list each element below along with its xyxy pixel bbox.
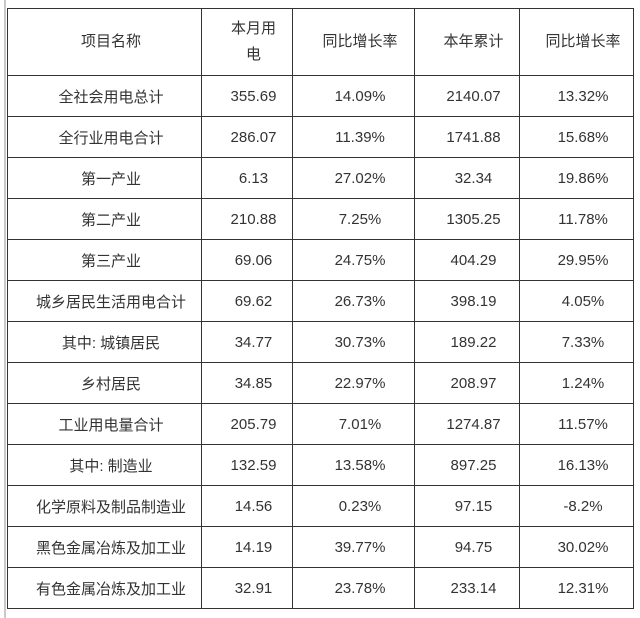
table-cell-value: 897.25 bbox=[414, 444, 520, 486]
table-row: 其中: 制造业 132.59 13.58% 897.25 16.13% bbox=[7, 444, 634, 486]
table-cell-item-name: 全社会用电总计 bbox=[7, 75, 202, 117]
table-cell-value: 14.19 bbox=[201, 526, 293, 568]
header-cell-month-usage: 本月用电 bbox=[201, 8, 293, 76]
table-row: 有色金属冶炼及加工业 32.91 23.78% 233.14 12.31% bbox=[7, 567, 634, 609]
table-cell-item-name: 其中: 制造业 bbox=[7, 444, 202, 486]
table-cell-value: 11.39% bbox=[292, 116, 415, 158]
table-cell-item-name: 全行业用电合计 bbox=[7, 116, 202, 158]
table-cell-item-name: 工业用电量合计 bbox=[7, 403, 202, 445]
table-cell-value: 2140.07 bbox=[414, 75, 520, 117]
table-cell-value: 398.19 bbox=[414, 280, 520, 322]
table-cell-value: 97.15 bbox=[414, 485, 520, 527]
table-cell-value: 15.68% bbox=[519, 116, 634, 158]
table-header-row: 项目名称 本月用电 同比增长率 本年累计 同比增长率 bbox=[7, 8, 634, 76]
table-cell-value: 208.97 bbox=[414, 362, 520, 404]
table-cell-value: 16.13% bbox=[519, 444, 634, 486]
table-row: 全社会用电总计 355.69 14.09% 2140.07 13.32% bbox=[7, 75, 634, 117]
table-row: 乡村居民 34.85 22.97% 208.97 1.24% bbox=[7, 362, 634, 404]
header-cell-yoy-growth-ytd: 同比增长率 bbox=[519, 8, 634, 76]
table-row: 第一产业 6.13 27.02% 32.34 19.86% bbox=[7, 157, 634, 199]
table-cell-value: -8.2% bbox=[519, 485, 634, 527]
table-cell-value: 0.23% bbox=[292, 485, 415, 527]
header-cell-ytd-total: 本年累计 bbox=[414, 8, 520, 76]
table-cell-value: 69.06 bbox=[201, 239, 293, 281]
table-cell-item-name: 第三产业 bbox=[7, 239, 202, 281]
table-cell-value: 189.22 bbox=[414, 321, 520, 363]
table-cell-item-name: 城乡居民生活用电合计 bbox=[7, 280, 202, 322]
table-cell-value: 132.59 bbox=[201, 444, 293, 486]
table-cell-value: 205.79 bbox=[201, 403, 293, 445]
table-cell-value: 24.75% bbox=[292, 239, 415, 281]
table-cell-item-name: 乡村居民 bbox=[7, 362, 202, 404]
table-row: 工业用电量合计 205.79 7.01% 1274.87 11.57% bbox=[7, 403, 634, 445]
header-cell-yoy-growth-month: 同比增长率 bbox=[292, 8, 415, 76]
table-cell-value: 12.31% bbox=[519, 567, 634, 609]
table-cell-item-name: 其中: 城镇居民 bbox=[7, 321, 202, 363]
table-row: 黑色金属冶炼及加工业 14.19 39.77% 94.75 30.02% bbox=[7, 526, 634, 568]
table-cell-value: 13.58% bbox=[292, 444, 415, 486]
table-cell-value: 7.25% bbox=[292, 198, 415, 240]
left-margin-rule bbox=[4, 0, 6, 618]
table-cell-value: 7.01% bbox=[292, 403, 415, 445]
table-cell-item-name: 有色金属冶炼及加工业 bbox=[7, 567, 202, 609]
table-cell-value: 27.02% bbox=[292, 157, 415, 199]
header-cell-item-name: 项目名称 bbox=[7, 8, 202, 76]
table-cell-value: 32.91 bbox=[201, 567, 293, 609]
table-cell-value: 34.77 bbox=[201, 321, 293, 363]
table-cell-value: 355.69 bbox=[201, 75, 293, 117]
table-cell-value: 7.33% bbox=[519, 321, 634, 363]
table-cell-value: 29.95% bbox=[519, 239, 634, 281]
table-cell-value: 4.05% bbox=[519, 280, 634, 322]
table-cell-item-name: 黑色金属冶炼及加工业 bbox=[7, 526, 202, 568]
table-cell-value: 94.75 bbox=[414, 526, 520, 568]
table-cell-value: 11.57% bbox=[519, 403, 634, 445]
table-row: 化学原料及制品制造业 14.56 0.23% 97.15 -8.2% bbox=[7, 485, 634, 527]
table-cell-value: 22.97% bbox=[292, 362, 415, 404]
table-cell-item-name: 第一产业 bbox=[7, 157, 202, 199]
table-row: 全行业用电合计 286.07 11.39% 1741.88 15.68% bbox=[7, 116, 634, 158]
table-cell-value: 26.73% bbox=[292, 280, 415, 322]
table-cell-value: 11.78% bbox=[519, 198, 634, 240]
header-cell-month-usage-label: 本月用电 bbox=[230, 20, 276, 63]
table-cell-value: 23.78% bbox=[292, 567, 415, 609]
table-cell-value: 69.62 bbox=[201, 280, 293, 322]
table-cell-value: 14.09% bbox=[292, 75, 415, 117]
table-cell-value: 30.73% bbox=[292, 321, 415, 363]
table-row: 城乡居民生活用电合计 69.62 26.73% 398.19 4.05% bbox=[7, 280, 634, 322]
table-cell-value: 1741.88 bbox=[414, 116, 520, 158]
table-cell-value: 13.32% bbox=[519, 75, 634, 117]
table-cell-value: 1305.25 bbox=[414, 198, 520, 240]
table-body: 全社会用电总计 355.69 14.09% 2140.07 13.32% 全行业用电合计 2… bbox=[7, 75, 634, 609]
table-cell-value: 14.56 bbox=[201, 485, 293, 527]
table-cell-value: 210.88 bbox=[201, 198, 293, 240]
table-cell-item-name: 化学原料及制品制造业 bbox=[7, 485, 202, 527]
table-cell-value: 286.07 bbox=[201, 116, 293, 158]
table-cell-value: 1274.87 bbox=[414, 403, 520, 445]
table-row: 其中: 城镇居民 34.77 30.73% 189.22 7.33% bbox=[7, 321, 634, 363]
table-cell-item-name: 第二产业 bbox=[7, 198, 202, 240]
electricity-consumption-table: 项目名称 本月用电 同比增长率 本年累计 同比增长率 全社会用电总计 355.69… bbox=[7, 8, 634, 609]
table-cell-value: 233.14 bbox=[414, 567, 520, 609]
table-cell-value: 1.24% bbox=[519, 362, 634, 404]
table-cell-value: 6.13 bbox=[201, 157, 293, 199]
table-row: 第三产业 69.06 24.75% 404.29 29.95% bbox=[7, 239, 634, 281]
table-cell-value: 34.85 bbox=[201, 362, 293, 404]
table-row: 第二产业 210.88 7.25% 1305.25 11.78% bbox=[7, 198, 634, 240]
table-cell-value: 39.77% bbox=[292, 526, 415, 568]
table-cell-value: 32.34 bbox=[414, 157, 520, 199]
table-cell-value: 19.86% bbox=[519, 157, 634, 199]
table-cell-value: 404.29 bbox=[414, 239, 520, 281]
table-cell-value: 30.02% bbox=[519, 526, 634, 568]
